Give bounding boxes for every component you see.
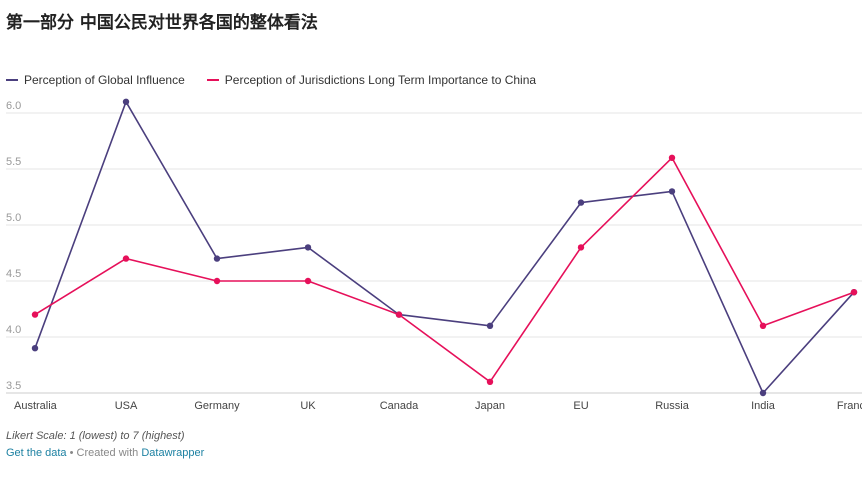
legend-label: Perception of Jurisdictions Long Term Im… <box>224 73 537 87</box>
legend-swatch <box>6 79 18 81</box>
data-point <box>577 199 585 206</box>
data-point <box>304 244 312 251</box>
legend-label: Perception of Global Influence <box>24 73 185 87</box>
legend-item-long-term-importance: Perception of Jurisdictions Long Term Im… <box>206 73 537 87</box>
y-tick-label: 3.5 <box>6 380 21 392</box>
get-data-link[interactable]: Get the data <box>6 447 67 459</box>
data-point <box>304 277 312 285</box>
legend-swatch <box>206 79 219 81</box>
x-tick-label: UK <box>300 400 316 412</box>
series-line-1 <box>34 101 855 394</box>
data-point <box>668 154 676 161</box>
x-tick-label: EU <box>573 400 588 412</box>
data-point <box>213 255 221 262</box>
y-tick-label: 5.0 <box>6 212 21 224</box>
x-tick-label: Canada <box>380 400 419 412</box>
data-point <box>850 289 858 296</box>
data-point <box>668 188 676 195</box>
data-point <box>759 389 767 397</box>
chart-title: 第一部分 中国公民对世界各国的整体看法 <box>6 13 318 33</box>
data-point <box>122 98 130 106</box>
data-point <box>31 345 39 352</box>
y-tick-label: 6.0 <box>6 100 21 112</box>
x-tick-label: Russia <box>655 400 690 412</box>
y-tick-label: 4.0 <box>6 324 21 336</box>
y-tick-label: 4.5 <box>6 268 21 280</box>
x-tick-label: France <box>837 400 862 412</box>
data-point <box>577 244 585 251</box>
x-tick-label: India <box>751 400 776 412</box>
data-point <box>486 322 494 329</box>
footer-separator: • Created with <box>66 447 142 459</box>
data-point <box>759 322 767 329</box>
x-tick-label: Germany <box>194 400 240 412</box>
x-tick-label: Japan <box>475 400 505 412</box>
data-point <box>395 311 403 318</box>
footer-links: Get the data • Created with Datawrapper <box>6 447 204 459</box>
datawrapper-link[interactable]: Datawrapper <box>141 447 205 459</box>
x-tick-label: USA <box>115 400 138 412</box>
data-point <box>122 255 130 262</box>
data-point <box>31 311 39 318</box>
series-line-2 <box>34 157 855 383</box>
y-tick-label: 5.5 <box>6 156 21 168</box>
data-point <box>213 277 221 285</box>
legend-item-global-influence: Perception of Global Influence <box>6 73 185 87</box>
chart-legend: Perception of Global Influence Perceptio… <box>6 73 536 87</box>
x-tick-label: Australia <box>14 400 58 412</box>
data-point <box>486 378 494 385</box>
footer-note: Likert Scale: 1 (lowest) to 7 (highest) <box>6 430 185 442</box>
